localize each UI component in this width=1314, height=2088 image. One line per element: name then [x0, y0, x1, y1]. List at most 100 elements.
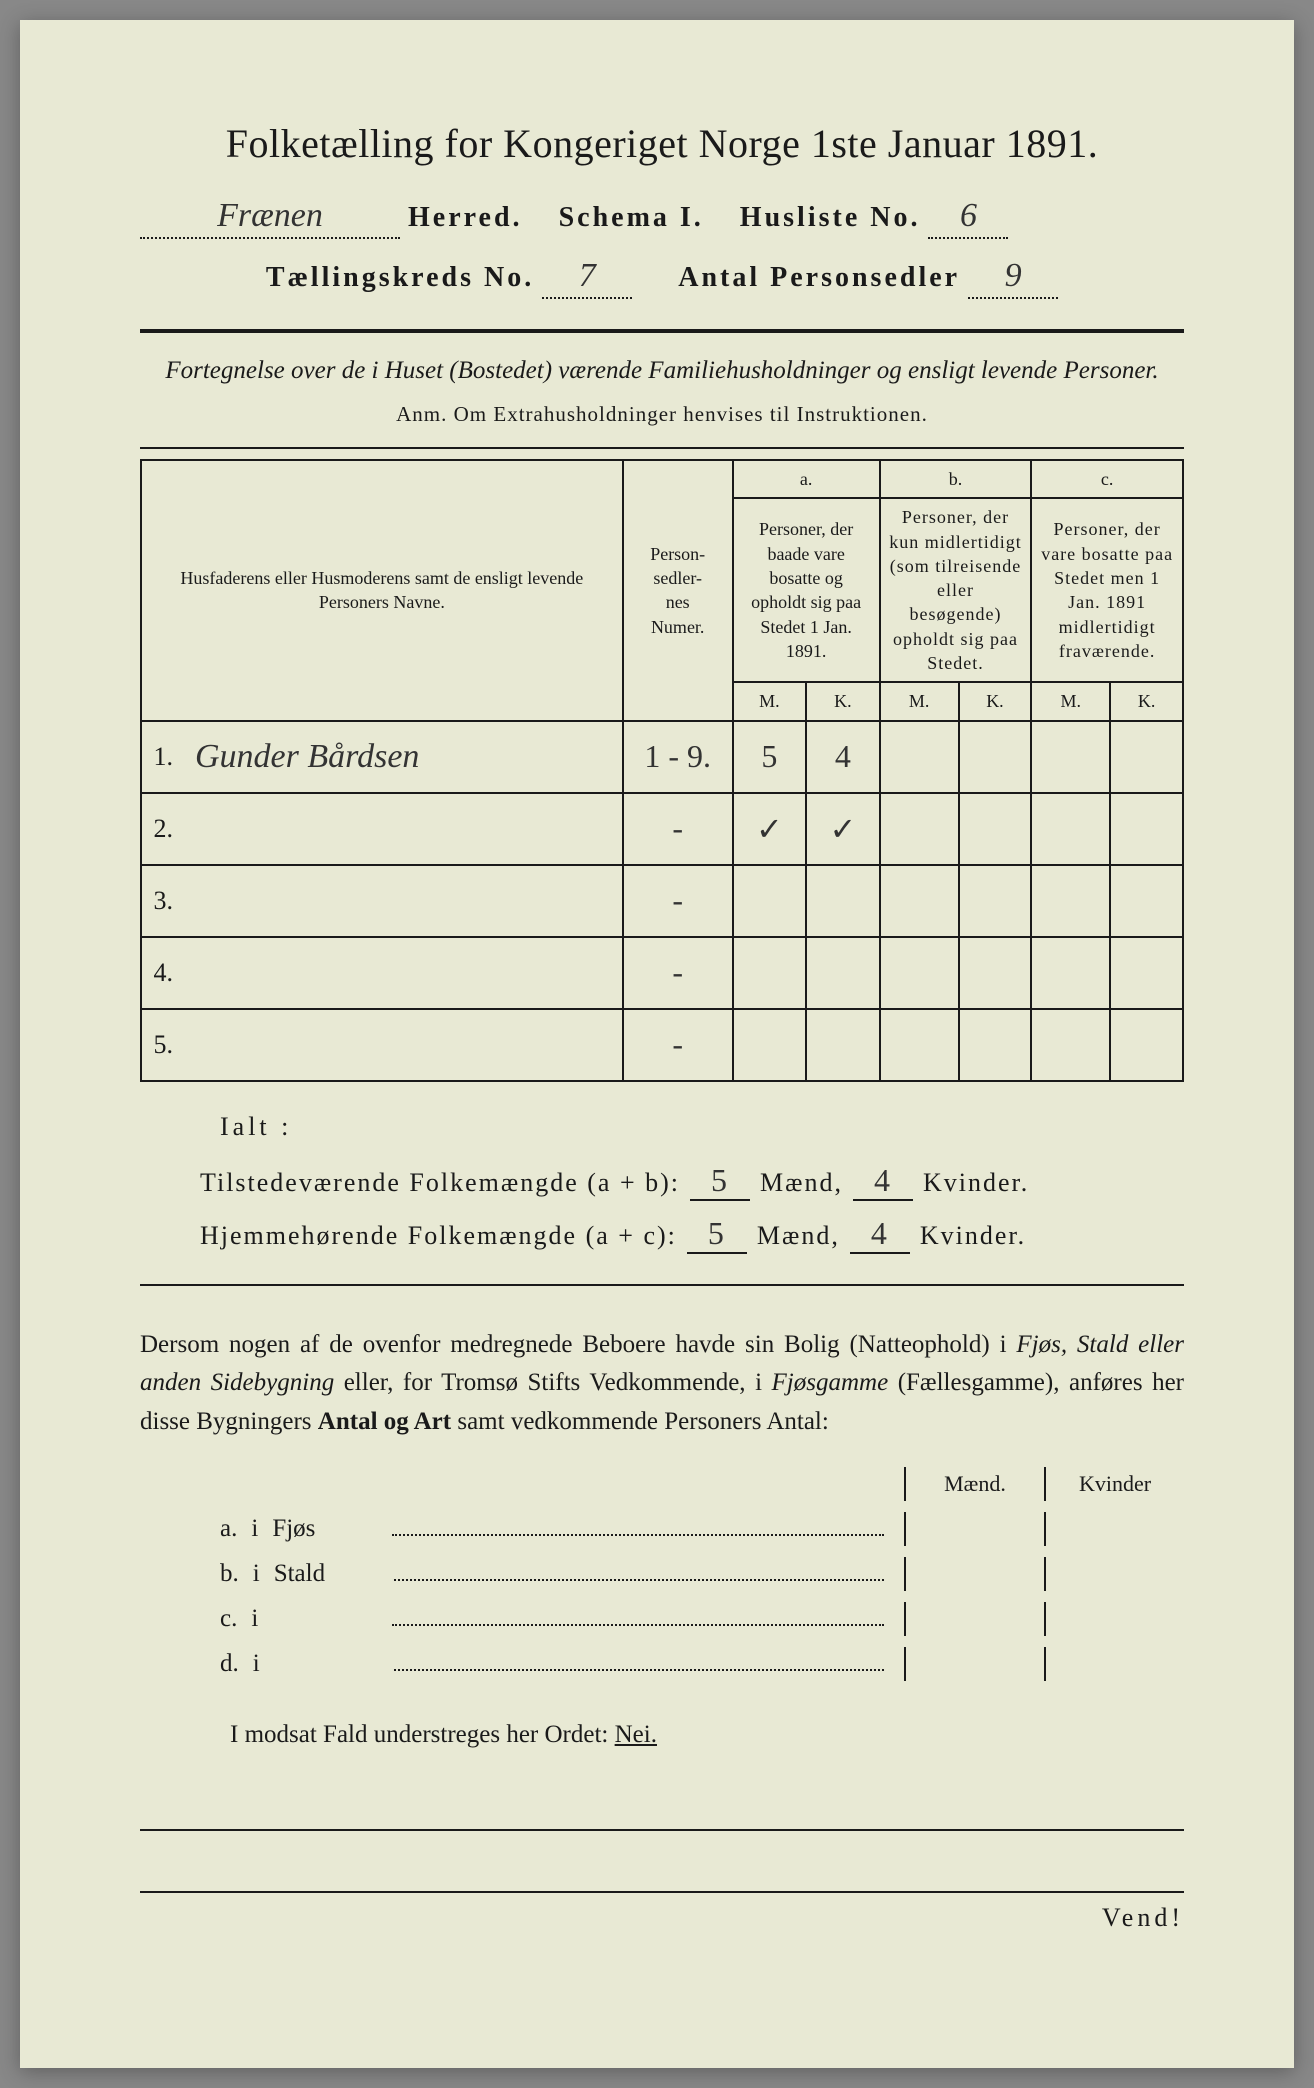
row-bk [959, 721, 1032, 793]
divider [140, 329, 1184, 333]
mk-k-label: Kvinder [1044, 1467, 1184, 1501]
row-bm [880, 865, 959, 937]
mk-k: K. [1110, 682, 1183, 720]
row-am [733, 937, 806, 1009]
building-letter: a. [220, 1515, 237, 1543]
kreds-value: 7 [542, 257, 632, 299]
building-m [904, 1647, 1044, 1681]
table-row: 1.Gunder Bårdsen1 - 9.54 [141, 721, 1183, 793]
herred-value: Frænen [140, 197, 400, 239]
building-i: i [251, 1515, 258, 1543]
husliste-label: Husliste No. [740, 202, 921, 234]
kvinder-label: Kvinder. [920, 1221, 1026, 1251]
col-a-head: a. [733, 460, 880, 498]
building-i: i [253, 1560, 260, 1588]
building-row: d.i [220, 1646, 1184, 1681]
row-ak: 4 [806, 721, 879, 793]
row-cm [1031, 937, 1110, 1009]
census-table: Husfaderens eller Husmoderens samt de en… [140, 459, 1184, 1082]
row-bk [959, 865, 1032, 937]
row-name [183, 937, 623, 1009]
row-number: 1. [141, 721, 183, 793]
kreds-label: Tællingskreds No. [266, 262, 534, 294]
building-letter: c. [220, 1605, 237, 1633]
row-ak: ✓ [806, 793, 879, 865]
row-bk [959, 937, 1032, 1009]
building-letter: d. [220, 1650, 239, 1678]
row-cm [1031, 865, 1110, 937]
row-ck [1110, 721, 1183, 793]
total2-label: Hjemmehørende Folkemængde (a + c): [200, 1221, 677, 1251]
row-ck [1110, 937, 1183, 1009]
row-bm [880, 721, 959, 793]
table-row: 2.-✓✓ [141, 793, 1183, 865]
dots [394, 1556, 884, 1581]
building-m [904, 1602, 1044, 1636]
row-ak [806, 937, 879, 1009]
table-row: 5.- [141, 1009, 1183, 1081]
antal-value: 9 [968, 257, 1058, 299]
maend-label: Mænd, [760, 1168, 843, 1198]
col-c-text: Personer, der vare bosatte paa Stedet me… [1031, 498, 1183, 682]
total-line-1: Tilstedeværende Folkemængde (a + b): 5 M… [200, 1162, 1184, 1201]
row-am: 5 [733, 721, 806, 793]
col-b-text: Personer, der kun midlertidigt (som tilr… [880, 498, 1032, 682]
row-num: - [623, 793, 733, 865]
row-bm [880, 1009, 959, 1081]
row-cm [1031, 1009, 1110, 1081]
building-m [904, 1557, 1044, 1591]
row-num: - [623, 937, 733, 1009]
row-am: ✓ [733, 793, 806, 865]
total1-k: 4 [853, 1162, 913, 1201]
row-am [733, 1009, 806, 1081]
dots [392, 1601, 884, 1626]
building-k [1044, 1512, 1184, 1546]
nei-pre: I modsat Fald understreges her Ordet: [230, 1721, 608, 1748]
header-line-2: Tællingskreds No. 7 Antal Personsedler 9 [140, 257, 1184, 299]
mk-m: M. [733, 682, 806, 720]
row-bk [959, 793, 1032, 865]
row-name [183, 865, 623, 937]
husliste-value: 6 [928, 197, 1008, 239]
row-number: 5. [141, 1009, 183, 1081]
dots [392, 1511, 884, 1536]
building-i: i [251, 1605, 258, 1633]
page-title: Folketælling for Kongeriget Norge 1ste J… [140, 120, 1184, 167]
row-ak [806, 1009, 879, 1081]
mk-k: K. [959, 682, 1032, 720]
building-letter: b. [220, 1560, 239, 1588]
building-k [1044, 1647, 1184, 1681]
row-num: 1 - 9. [623, 721, 733, 793]
col-name-header: Husfaderens eller Husmoderens samt de en… [141, 460, 623, 721]
divider [140, 1284, 1184, 1286]
ialt-label: Ialt : [220, 1112, 1184, 1142]
building-row: c. i [220, 1601, 1184, 1636]
herred-label: Herred. [408, 202, 523, 234]
row-ck [1110, 793, 1183, 865]
dots [394, 1646, 884, 1671]
census-form-page: Folketælling for Kongeriget Norge 1ste J… [20, 20, 1294, 2068]
row-bm [880, 937, 959, 1009]
mk-header-row: Mænd. Kvinder [220, 1467, 1184, 1501]
row-name: Gunder Bårdsen [183, 721, 623, 793]
row-num: - [623, 865, 733, 937]
header-line-1: Frænen Herred. Schema I. Husliste No. 6 [140, 197, 1184, 239]
col-a-text: Personer, der baade vare bosatte og opho… [733, 498, 880, 682]
building-k [1044, 1557, 1184, 1591]
antal-label: Antal Personsedler [678, 262, 960, 294]
row-name [183, 793, 623, 865]
schema-label: Schema I. [559, 202, 704, 234]
vend-label: Vend! [140, 1891, 1184, 1933]
building-row: b.iStald [220, 1556, 1184, 1591]
total2-m: 5 [687, 1215, 747, 1254]
total1-label: Tilstedeværende Folkemængde (a + b): [200, 1168, 680, 1198]
divider [140, 1829, 1184, 1831]
nei-word: Nei. [615, 1721, 657, 1748]
row-bm [880, 793, 959, 865]
nei-line: I modsat Fald understreges her Ordet: Ne… [230, 1721, 1184, 1749]
total2-k: 4 [850, 1215, 910, 1254]
mk-m-label: Mænd. [904, 1467, 1044, 1501]
row-number: 4. [141, 937, 183, 1009]
building-paragraph: Dersom nogen af de ovenfor medregnede Be… [140, 1326, 1184, 1442]
building-row: a.iFjøs [220, 1511, 1184, 1546]
